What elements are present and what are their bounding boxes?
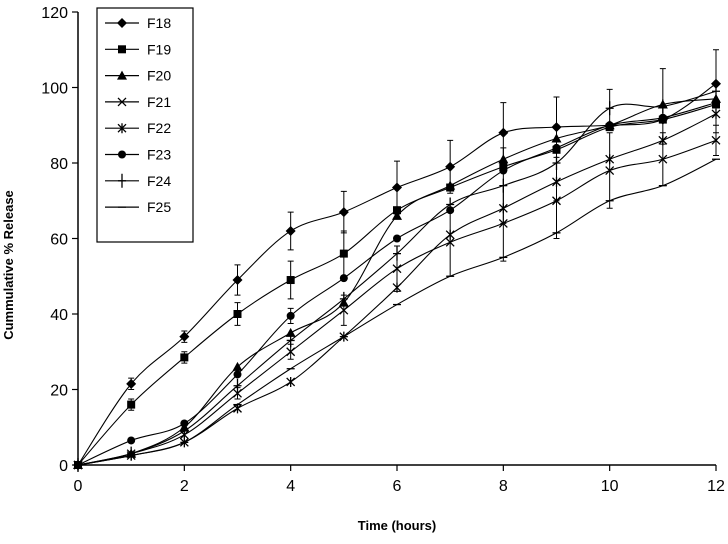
data-point-f19 xyxy=(286,276,295,285)
data-point-f19 xyxy=(180,353,189,362)
legend-item-f23: F23 xyxy=(105,147,171,163)
legend-item-f25: F25 xyxy=(105,199,171,215)
data-point-f23 xyxy=(339,274,348,283)
data-point-f18 xyxy=(232,275,243,286)
data-point-f23 xyxy=(286,311,295,320)
x-tick-label: 6 xyxy=(393,478,402,495)
data-point-f24 xyxy=(339,291,348,306)
data-point-f22 xyxy=(392,282,402,293)
x-tick-label: 8 xyxy=(499,478,508,495)
data-point-f23 xyxy=(393,234,401,243)
x-tick-label: 2 xyxy=(180,478,189,495)
legend-label-f20: F20 xyxy=(147,68,171,84)
data-point-f20 xyxy=(445,180,456,190)
legend-label-f18: F18 xyxy=(147,15,171,31)
legend-marker-f21 xyxy=(117,97,127,107)
data-point-f23 xyxy=(127,436,136,445)
legend-marker-f24 xyxy=(118,173,126,188)
data-point-f19 xyxy=(393,206,401,215)
data-point-f21 xyxy=(445,237,455,247)
legend-label-f21: F21 xyxy=(147,94,171,110)
legend-marker-f20 xyxy=(117,70,127,80)
data-point-f24 xyxy=(446,197,455,212)
data-point-f23 xyxy=(180,419,189,428)
x-tick-label: 0 xyxy=(74,478,83,495)
legend-marker-f18 xyxy=(117,18,127,28)
data-point-f19 xyxy=(339,249,348,258)
data-point-f24 xyxy=(393,246,401,261)
data-point-f24 xyxy=(552,156,561,170)
data-point-f18 xyxy=(338,207,349,218)
legend-item-f18: F18 xyxy=(105,15,171,31)
y-tick-label: 20 xyxy=(50,383,68,400)
data-point-f21 xyxy=(711,135,721,145)
series-f25 xyxy=(74,158,720,466)
data-point-f20 xyxy=(285,327,296,337)
legend-label-f19: F19 xyxy=(147,41,171,57)
legend-label-f25: F25 xyxy=(147,199,171,215)
legend-marker-f23 xyxy=(118,150,126,159)
data-point-f21 xyxy=(658,154,668,164)
data-point-f24 xyxy=(712,84,720,99)
data-point-f18 xyxy=(285,225,296,236)
legend-marker-f22 xyxy=(117,123,127,134)
data-point-f22 xyxy=(445,229,455,240)
legend-item-f20: F20 xyxy=(105,68,171,84)
y-axis-title: Cummulative % Release xyxy=(1,190,16,340)
legend-label-f23: F23 xyxy=(147,147,171,163)
data-point-f19 xyxy=(233,310,242,318)
y-tick-label: 120 xyxy=(41,5,68,22)
data-point-f21 xyxy=(339,305,349,315)
data-point-f22 xyxy=(605,154,615,165)
legend-box xyxy=(96,7,194,243)
x-tick-label: 4 xyxy=(286,478,295,495)
x-tick-label: 12 xyxy=(707,478,725,495)
data-point-f23 xyxy=(233,370,242,379)
data-point-f21 xyxy=(392,264,402,274)
x-axis-title: Time (hours) xyxy=(358,518,437,533)
data-point-f21 xyxy=(605,166,615,176)
data-point-f18 xyxy=(445,161,456,172)
series-f24 xyxy=(74,49,720,472)
data-point-f24 xyxy=(499,178,508,193)
data-point-f20 xyxy=(232,361,243,371)
legend-marker-f19 xyxy=(118,45,126,54)
y-tick-label: 0 xyxy=(59,458,68,475)
series-f23 xyxy=(74,98,720,469)
y-tick-label: 60 xyxy=(50,232,68,249)
x-tick-label: 10 xyxy=(601,478,619,495)
data-point-f24 xyxy=(233,378,242,393)
legend-item-f22: F22 xyxy=(105,120,171,136)
y-tick-label: 80 xyxy=(50,156,68,173)
legend-item-f19: F19 xyxy=(105,41,171,57)
data-point-f24 xyxy=(658,99,667,114)
y-tick-label: 40 xyxy=(50,307,68,324)
legend-label-f24: F24 xyxy=(147,173,171,189)
data-point-f18 xyxy=(392,182,402,193)
data-point-f18 xyxy=(179,331,190,342)
data-point-f24 xyxy=(180,424,189,439)
data-point-f21 xyxy=(286,347,296,357)
data-point-f21 xyxy=(233,388,242,398)
data-point-f19 xyxy=(127,400,136,409)
legend-item-f21: F21 xyxy=(105,94,171,110)
data-point-f24 xyxy=(286,333,295,348)
data-point-f22 xyxy=(286,376,296,387)
data-point-f24 xyxy=(605,101,614,116)
legend-label-f22: F22 xyxy=(147,120,171,136)
legend-item-f24: F24 xyxy=(105,173,171,189)
data-point-f24 xyxy=(127,446,136,461)
data-point-f18 xyxy=(498,127,509,138)
y-tick-label: 100 xyxy=(41,81,68,98)
data-point-f20 xyxy=(392,210,402,220)
data-point-f18 xyxy=(126,378,137,389)
